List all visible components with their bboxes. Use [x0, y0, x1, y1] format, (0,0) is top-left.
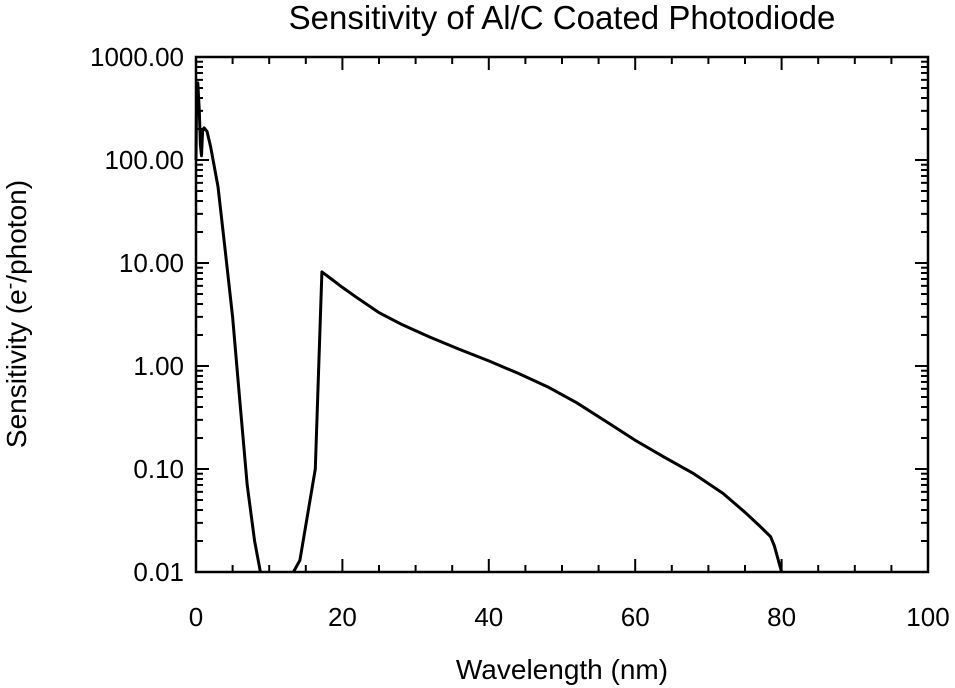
y-tick-label: 1.00: [133, 351, 184, 381]
x-axis-label: Wavelength (nm): [456, 654, 668, 685]
x-tick-label: 100: [906, 602, 949, 632]
series-line-1-segment-1: [194, 81, 262, 573]
y-axis-label-prefix: Sensitivity (e: [1, 289, 32, 448]
series-line-1-segment-2: [292, 270, 784, 573]
x-tick-label: 0: [189, 602, 203, 632]
y-tick-label: 0.01: [133, 557, 184, 587]
chart-title: Sensitivity of Al/C Coated Photodiode: [289, 0, 836, 36]
y-axis-label: Sensitivity (e-/photon): [0, 180, 32, 448]
y-tick-label: 0.10: [133, 454, 184, 484]
y-axis-label-suffix: /photon): [1, 180, 32, 283]
series-layer: [194, 81, 784, 573]
y-axis-label-superscript: -: [0, 283, 21, 290]
y-tick-label: 1000.00: [90, 42, 184, 72]
ticks-layer: [195, 56, 929, 573]
plot-frame: [194, 55, 930, 574]
x-tick-label: 80: [767, 602, 796, 632]
x-tick-label: 40: [474, 602, 503, 632]
y-tick-labels: 0.01 0.10 1.00 10.00 100.00 1000.00: [90, 42, 184, 587]
x-tick-label: 20: [328, 602, 357, 632]
y-tick-label: 100.00: [104, 145, 184, 175]
x-tick-labels: 0 20 40 60 80 100: [189, 602, 950, 632]
x-tick-label: 60: [621, 602, 650, 632]
y-tick-label: 10.00: [119, 248, 184, 278]
